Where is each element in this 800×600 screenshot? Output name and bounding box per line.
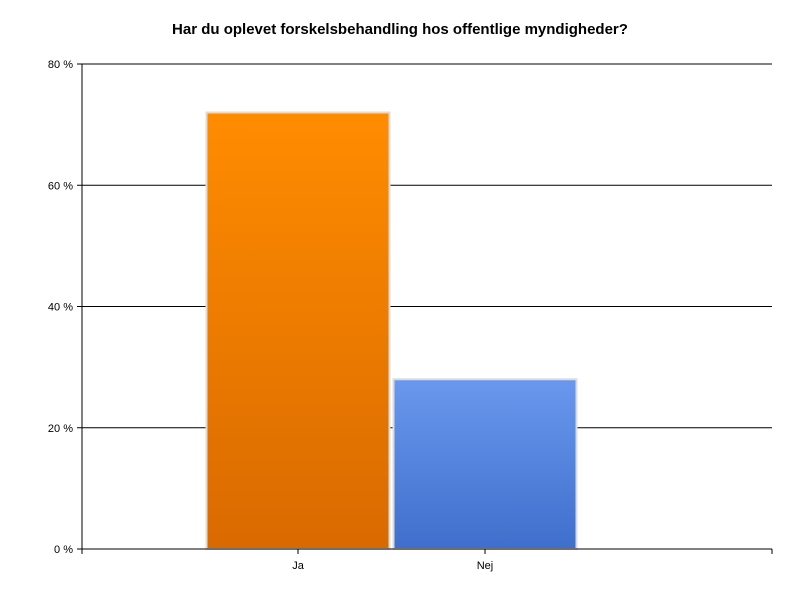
chart-title: Har du oplevet forskelsbehandling hos of…: [172, 21, 628, 38]
x-tick-label: Ja: [292, 560, 305, 572]
x-tick-label: Nej: [477, 560, 494, 572]
y-tick-label: 80 %: [48, 59, 73, 71]
bars: [205, 111, 578, 550]
gridlines: [82, 63, 772, 429]
y-tick-label: 20 %: [48, 423, 73, 435]
bar-ja: [205, 111, 391, 550]
axis-labels: 0 % 20 % 40 % 60 % 80 % Ja Nej: [48, 59, 493, 572]
y-tick-label: 60 %: [48, 180, 73, 192]
bar-nej: [392, 378, 578, 550]
y-tick-label: 40 %: [48, 302, 73, 314]
axes: [77, 63, 773, 554]
y-tick-label: 0 %: [54, 544, 73, 556]
